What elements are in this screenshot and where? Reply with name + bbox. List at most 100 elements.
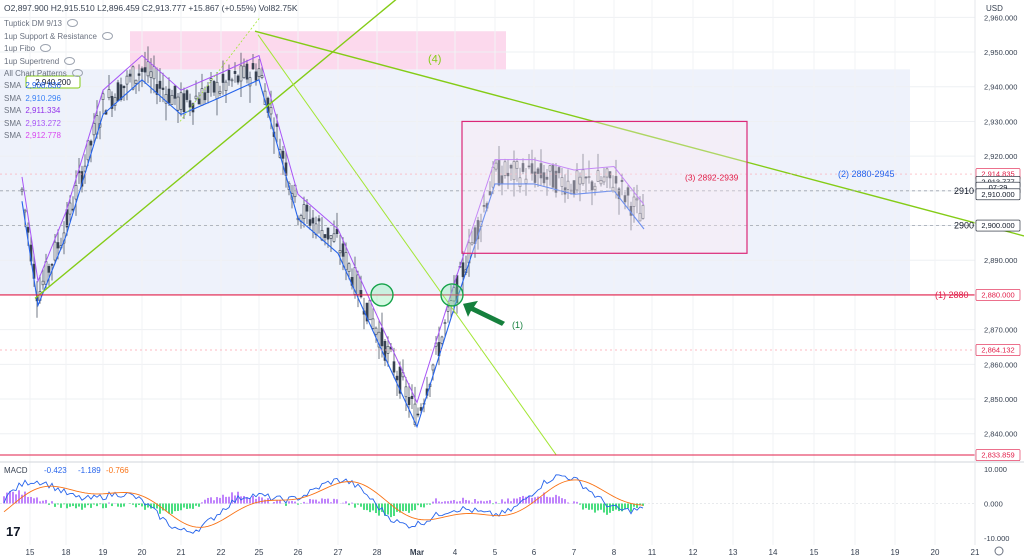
- macd-bar: [312, 499, 314, 504]
- macd-bar: [366, 503, 368, 511]
- candle: [317, 215, 321, 234]
- arrow-label: (1): [512, 320, 523, 330]
- indicator-row[interactable]: SMA 2,911.334: [4, 106, 60, 115]
- candle: [440, 335, 444, 346]
- macd-bar: [171, 503, 173, 514]
- macd-bar: [228, 496, 230, 504]
- candle-body: [518, 177, 522, 187]
- candle: [581, 153, 585, 186]
- candle: [641, 194, 645, 220]
- macd-bar: [393, 503, 395, 516]
- macd-bar: [429, 503, 431, 505]
- candle-body: [143, 67, 147, 73]
- candle-body: [551, 164, 555, 188]
- visibility-eye-icon[interactable]: [64, 56, 76, 65]
- candle-body: [128, 73, 132, 77]
- candle: [404, 377, 408, 411]
- candle-body: [599, 180, 603, 185]
- x-tick-label: 4: [453, 548, 458, 557]
- candle-body: [416, 413, 420, 416]
- macd-bar: [261, 497, 263, 504]
- y-tick-label: 2,890.000: [984, 256, 1017, 265]
- indicator-row[interactable]: 1up Supertrend: [4, 56, 76, 66]
- macd-bar: [273, 502, 275, 504]
- macd-bar: [348, 503, 350, 506]
- macd-bar: [180, 503, 182, 511]
- candle-body: [158, 80, 162, 89]
- macd-bar: [207, 497, 209, 504]
- candle: [239, 52, 243, 98]
- macd-bar: [627, 503, 629, 509]
- indicator-row[interactable]: SMA 2,908.836: [4, 81, 61, 90]
- candle: [488, 181, 492, 196]
- indicator-row[interactable]: 1up Fibo: [4, 43, 52, 53]
- candle-body: [260, 75, 264, 78]
- visibility-eye-icon[interactable]: [66, 19, 78, 27]
- candle: [509, 163, 513, 181]
- candle: [176, 93, 180, 124]
- macd-bar: [423, 503, 425, 508]
- x-tick-label: 5: [493, 548, 498, 557]
- candle-body: [545, 176, 549, 180]
- candle-body: [413, 403, 417, 426]
- candle: [545, 169, 549, 196]
- candle: [116, 79, 120, 102]
- macd-bar: [210, 497, 212, 504]
- macd-bar: [408, 503, 410, 513]
- indicator-row[interactable]: 1up Support & Resistance: [4, 31, 113, 41]
- macd-bar: [444, 501, 446, 504]
- visibility-eye-icon[interactable]: [40, 44, 52, 53]
- candle-body: [155, 84, 159, 95]
- price-tag-label: 2,910.000: [981, 190, 1014, 199]
- candle: [281, 145, 285, 175]
- visibility-eye-icon[interactable]: [101, 31, 113, 40]
- indicator-row[interactable]: All Chart Patterns: [4, 68, 83, 78]
- candle-body: [224, 81, 228, 91]
- macd-bar: [384, 503, 386, 516]
- indicator-row[interactable]: Tuptick DM 9/13: [4, 18, 78, 28]
- macd-bar: [162, 503, 164, 511]
- candle-body: [68, 202, 72, 215]
- y-tick-label: 2,940.000: [984, 83, 1017, 92]
- macd-bar: [222, 494, 224, 504]
- candle: [218, 85, 222, 97]
- candle: [512, 150, 516, 197]
- indicator-row[interactable]: SMA 2,910.296: [4, 94, 61, 103]
- candle-body: [581, 169, 585, 185]
- uptrend-line: [34, 0, 397, 299]
- candle-body: [566, 180, 570, 190]
- candle-body: [161, 87, 165, 90]
- indicator-name: SMA: [4, 131, 22, 141]
- macd-bar: [495, 501, 497, 504]
- candle: [386, 336, 390, 367]
- candle-body: [323, 234, 327, 238]
- macd-bar: [351, 502, 353, 504]
- candle-body: [212, 81, 216, 93]
- candle: [338, 234, 342, 265]
- indicator-row[interactable]: SMA 2,913.272: [4, 119, 61, 128]
- candle: [431, 363, 435, 381]
- candle-body: [122, 85, 126, 89]
- macd-bar: [66, 503, 68, 509]
- visibility-eye-icon[interactable]: [71, 69, 83, 78]
- macd-bar: [582, 503, 584, 510]
- macd-tick-label: 0.000: [984, 500, 1003, 509]
- candle-body: [392, 361, 396, 373]
- macd-bar: [342, 502, 344, 504]
- candle: [230, 77, 234, 87]
- price-tag-label: 2,913.777: [981, 177, 1014, 186]
- macd-bar: [480, 500, 482, 504]
- level-2910-label: 2910: [954, 186, 974, 196]
- price-tag-label: 2,914.835: [981, 170, 1014, 179]
- candle-body: [131, 66, 135, 90]
- candle: [599, 176, 603, 187]
- candle: [551, 163, 555, 188]
- candle: [548, 165, 552, 186]
- indicator-row[interactable]: SMA 2,912.778: [4, 131, 61, 140]
- candle-body: [356, 274, 360, 295]
- indicator-name: 1up Support & Resistance: [4, 31, 97, 41]
- macd-bar: [483, 501, 485, 504]
- support-label: (1) 2880: [935, 290, 969, 300]
- candle-body: [74, 185, 78, 200]
